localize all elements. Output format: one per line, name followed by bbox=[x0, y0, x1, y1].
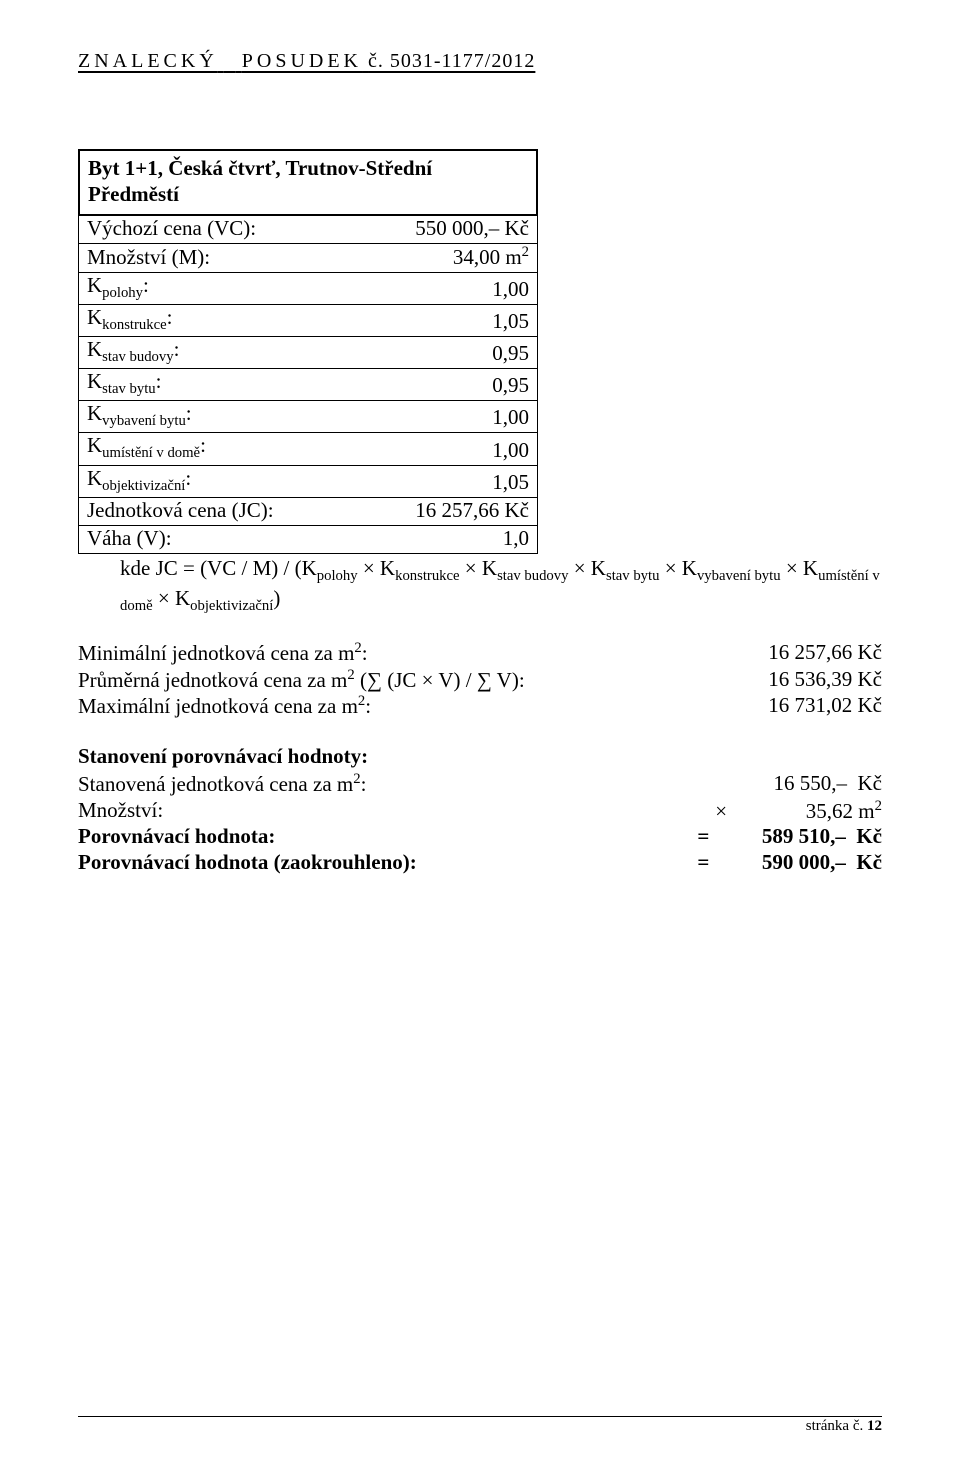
result-row: Průměrná jednotková cena za m2 (∑ (JC × … bbox=[78, 667, 882, 694]
result-row-label: Stanovená jednotková cena za m2: bbox=[78, 771, 366, 798]
table-row-label: Kkonstrukce: bbox=[78, 305, 346, 337]
valuation-table: Byt 1+1, Česká čtvrť, Trutnov-Střední Př… bbox=[78, 149, 538, 554]
result-row-value: 16 536,39 Kč bbox=[768, 667, 882, 694]
result-row-label: Množství: bbox=[78, 798, 163, 825]
result-row-label: Porovnávací hodnota (zaokrouhleno): bbox=[78, 850, 417, 876]
result-row-value: 16 550,– Kč bbox=[774, 771, 883, 798]
table-row-value: 550 000,– Kč bbox=[346, 216, 538, 244]
table-row-label: Kpolohy: bbox=[78, 273, 346, 305]
result-row: Porovnávací hodnota: = 589 510,– Kč bbox=[78, 824, 882, 850]
footer-label: stránka č. bbox=[806, 1418, 867, 1434]
table-row-label: Jednotková cena (JC): bbox=[78, 498, 346, 526]
table-row-value: 1,05 bbox=[346, 305, 538, 337]
table-row: Množství (M):34,00 m2 bbox=[78, 244, 538, 273]
table-row-value: 1,00 bbox=[346, 273, 538, 305]
table-row-label: Kobjektivizační: bbox=[78, 466, 346, 498]
table-row-label: Váha (V): bbox=[78, 526, 346, 554]
table-row-value: 34,00 m2 bbox=[346, 244, 538, 273]
result-row-label: Průměrná jednotková cena za m2 (∑ (JC × … bbox=[78, 667, 525, 694]
result-row: Stanovená jednotková cena za m2: 16 550,–… bbox=[78, 771, 882, 798]
table-row-label: Výchozí cena (VC): bbox=[78, 216, 346, 244]
table-title-cell: Byt 1+1, Česká čtvrť, Trutnov-Střední Př… bbox=[78, 149, 538, 216]
table-row: Kstav bytu:0,95 bbox=[78, 369, 538, 401]
result-row: Porovnávací hodnota (zaokrouhleno): = 590… bbox=[78, 850, 882, 876]
header-suffix: č. 5031-1177/2012 bbox=[368, 50, 535, 72]
table-row: Kobjektivizační:1,05 bbox=[78, 466, 538, 498]
result-row: Množství: × 35,62 m2 bbox=[78, 798, 882, 825]
table-row: Kstav budovy:0,95 bbox=[78, 337, 538, 369]
table-row-value: 1,00 bbox=[346, 433, 538, 465]
page: ZNALECKÝ POSUDEK č. 5031-1177/2012 Byt 1… bbox=[0, 0, 960, 1483]
table-row-value: 0,95 bbox=[346, 369, 538, 401]
result-row-value: × 35,62 m2 bbox=[715, 798, 882, 825]
results-block-1: Minimální jednotková cena za m2: 16 257,6… bbox=[78, 640, 882, 720]
table-title-row: Byt 1+1, Česká čtvrť, Trutnov-Střední Př… bbox=[78, 149, 538, 216]
header-word-1: ZNALECKÝ bbox=[78, 50, 218, 72]
table-row-label: Kstav bytu: bbox=[78, 369, 346, 401]
result-row-value: 16 257,66 Kč bbox=[768, 640, 882, 667]
table-row: Kumístění v domě:1,00 bbox=[78, 433, 538, 465]
footer-page-number: 12 bbox=[867, 1418, 882, 1434]
table-row: Výchozí cena (VC):550 000,– Kč bbox=[78, 216, 538, 244]
result-row: Minimální jednotková cena za m2: 16 257,6… bbox=[78, 640, 882, 667]
table-row: Kvybavení bytu:1,00 bbox=[78, 401, 538, 433]
table-title-line1: Byt 1+1, Česká čtvrť, Trutnov-Střední bbox=[88, 156, 432, 180]
table-row-label: Kumístění v domě: bbox=[78, 433, 346, 465]
table-row-value: 1,0 bbox=[346, 526, 538, 554]
result-row: Maximální jednotková cena za m2: 16 731,0… bbox=[78, 693, 882, 720]
document-header: ZNALECKÝ POSUDEK č. 5031-1177/2012 bbox=[78, 50, 882, 73]
result-row-label: Maximální jednotková cena za m2: bbox=[78, 693, 371, 720]
table-row-label: Kvybavení bytu: bbox=[78, 401, 346, 433]
table-row: Váha (V):1,0 bbox=[78, 526, 538, 554]
table-row: Kpolohy:1,00 bbox=[78, 273, 538, 305]
table-row-value: 1,00 bbox=[346, 401, 538, 433]
header-word-2: POSUDEK bbox=[242, 50, 362, 72]
table-row: Kkonstrukce:1,05 bbox=[78, 305, 538, 337]
result-row-value: = 589 510,– Kč bbox=[697, 824, 882, 850]
result-row-label: Minimální jednotková cena za m2: bbox=[78, 640, 368, 667]
table-row-value: 16 257,66 Kč bbox=[346, 498, 538, 526]
table-row-value: 0,95 bbox=[346, 337, 538, 369]
results2-heading: Stanovení porovnávací hodnoty: bbox=[78, 744, 882, 769]
table-row: Jednotková cena (JC):16 257,66 Kč bbox=[78, 498, 538, 526]
table-row-value: 1,05 bbox=[346, 466, 538, 498]
results-block-2: Stanovení porovnávací hodnoty: Stanovená… bbox=[78, 744, 882, 875]
table-row-label: Množství (M): bbox=[78, 244, 346, 273]
result-row-value: = 590 000,– Kč bbox=[697, 850, 882, 876]
formula-text: kde JC = (VC / M) / (Kpolohy × Kkonstruk… bbox=[78, 556, 900, 616]
table-row-label: Kstav budovy: bbox=[78, 337, 346, 369]
table-title-line2: Předměstí bbox=[88, 182, 179, 206]
page-footer: stránka č. 12 bbox=[78, 1416, 882, 1435]
result-row-label: Porovnávací hodnota: bbox=[78, 824, 275, 850]
result-row-value: 16 731,02 Kč bbox=[768, 693, 882, 720]
